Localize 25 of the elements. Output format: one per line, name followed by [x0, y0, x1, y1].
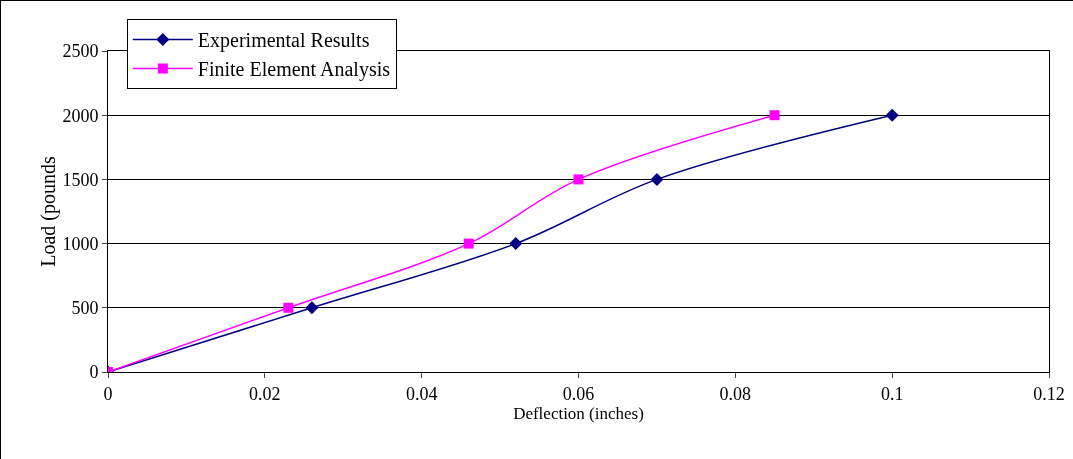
x-tick-label: 0.08: [719, 383, 752, 404]
y-tick-label: 1000: [62, 233, 99, 254]
point: [509, 237, 523, 251]
legend-label: Experimental Results: [197, 29, 370, 53]
x-tick-label: 0.02: [249, 383, 281, 404]
x-tick-label: 0.04: [405, 383, 438, 404]
y-tick-label: 1500: [62, 169, 99, 190]
point: [305, 301, 319, 315]
point: [885, 108, 899, 122]
y-tick-label: 500: [71, 298, 99, 319]
y-tick-label: 0: [89, 362, 99, 383]
point: [463, 238, 474, 249]
x-tick-label: 0.06: [562, 383, 595, 404]
legend-label: Finite Element Analysis: [197, 58, 391, 82]
point: [650, 172, 664, 186]
point: [769, 110, 780, 121]
x-tick-label: 0: [103, 383, 113, 404]
x-axis-title: Deflection (inches): [513, 403, 644, 423]
y-axis-title: Load (pounds: [37, 156, 61, 267]
x-tick-label: 0.1: [880, 383, 904, 404]
point: [283, 302, 294, 313]
y-tick-label: 2500: [62, 41, 99, 62]
point: [573, 174, 584, 185]
x-tick-label: 0.12: [1033, 383, 1065, 404]
y-tick-label: 2000: [62, 105, 99, 126]
